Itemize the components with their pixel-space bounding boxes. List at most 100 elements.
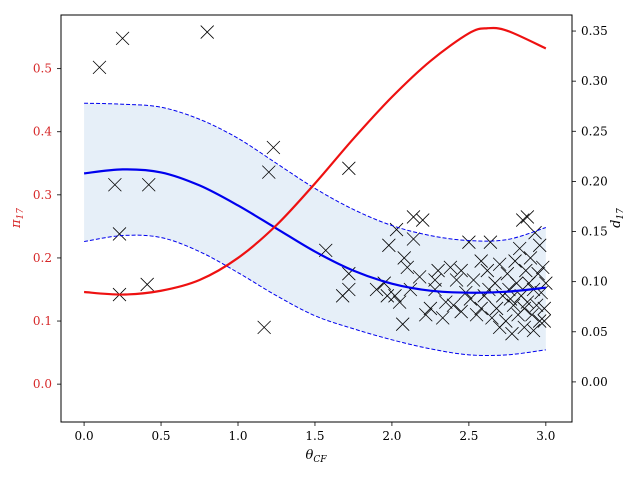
y-right-tick-label-2: 0.10 [581, 275, 608, 289]
data-point-32 [439, 295, 453, 309]
data-point-52 [505, 326, 519, 341]
x-axis-label: θCF [306, 448, 328, 465]
y-left-tick-label-5: 0.5 [33, 62, 52, 76]
data-point-91 [463, 292, 478, 306]
y-left-tick-label-4: 0.4 [33, 125, 52, 139]
data-point-81 [446, 298, 461, 313]
data-point-40 [474, 254, 488, 268]
plot-area [83, 25, 553, 357]
data-point-16 [369, 282, 384, 297]
data-point-62 [520, 210, 535, 224]
data-point-83 [428, 273, 442, 287]
data-point-60 [517, 320, 532, 335]
plot-frame [60, 14, 573, 423]
data-point-14 [342, 282, 356, 297]
data-point-0 [92, 60, 107, 75]
data-point-4 [141, 177, 156, 192]
data-point-26 [415, 213, 430, 227]
data-point-25 [406, 232, 421, 246]
y-right-tick-label-6: 0.30 [581, 74, 608, 88]
data-point-63 [520, 295, 535, 309]
data-point-43 [483, 235, 498, 249]
data-point-51 [502, 282, 516, 297]
data-point-84 [403, 282, 418, 297]
data-point-90 [482, 282, 496, 297]
lower-bound-line [84, 234, 546, 357]
y-right-axis-label: d17 [609, 208, 626, 228]
data-point-7 [342, 161, 356, 176]
confidence-band [84, 103, 546, 356]
data-point-79 [474, 301, 488, 316]
data-point-85 [397, 251, 412, 265]
x-tick-label-3: 1.5 [305, 429, 324, 443]
x-tick-label-6: 3.0 [536, 429, 555, 443]
y-left-tick-label-3: 0.3 [33, 188, 52, 202]
y-left-tick-label-0: 0.0 [33, 377, 52, 391]
data-point-1 [115, 31, 130, 46]
data-point-53 [506, 298, 521, 313]
data-point-65 [523, 251, 538, 265]
data-point-5 [262, 165, 276, 179]
data-point-38 [466, 273, 481, 287]
data-point-10 [140, 277, 154, 292]
data-point-33 [443, 260, 458, 275]
data-point-31 [431, 263, 445, 278]
data-point-28 [418, 307, 433, 322]
x-tick-label-2: 1.0 [228, 429, 247, 443]
data-point-8 [112, 227, 127, 241]
data-point-24 [406, 210, 421, 224]
y-right-tick-label-3: 0.15 [581, 225, 608, 239]
data-point-87 [537, 314, 552, 328]
y-right-axis-label-sub: 17 [616, 208, 626, 220]
data-point-88 [517, 301, 532, 316]
y-right-tick-label-0: 0.00 [581, 375, 608, 389]
data-point-17 [377, 276, 392, 290]
x-tick-label-1: 0.5 [151, 429, 170, 443]
data-point-69 [529, 298, 544, 313]
data-point-11 [257, 320, 271, 335]
data-point-68 [528, 225, 542, 240]
data-point-66 [525, 307, 539, 322]
data-point-77 [526, 323, 541, 338]
data-point-74 [537, 301, 552, 316]
blue-curve [83, 168, 546, 294]
x-tick-label-4: 2.0 [382, 429, 401, 443]
data-point-34 [449, 273, 464, 287]
data-point-57 [512, 241, 527, 256]
data-point-39 [469, 307, 484, 322]
data-point-22 [395, 317, 410, 331]
y-right-tick-label-7: 0.35 [581, 24, 608, 38]
data-point-89 [503, 292, 518, 306]
x-axis-label-sub: CF [313, 455, 327, 465]
data-point-47 [492, 257, 507, 272]
data-point-71 [532, 314, 547, 328]
x-tick-label-5: 2.5 [459, 429, 478, 443]
data-point-23 [400, 260, 415, 275]
data-point-29 [423, 301, 438, 316]
y-right-tick-label-1: 0.05 [581, 325, 608, 339]
data-point-46 [489, 301, 504, 316]
data-point-21 [392, 295, 407, 309]
data-point-2 [200, 25, 215, 39]
y-left-tick-label-1: 0.1 [33, 314, 52, 328]
data-point-37 [462, 235, 476, 249]
data-point-6 [266, 140, 281, 155]
data-point-44 [485, 311, 499, 325]
data-point-55 [509, 276, 524, 290]
data-point-42 [480, 263, 495, 278]
axes: 0.0 0.5 1.0 1.5 2.0 2.5 3.0 0.0 0.1 0.2 0.3 0.4 0.5 0… [33, 14, 608, 443]
data-point-80 [454, 263, 468, 278]
data-point-30 [428, 282, 442, 297]
data-point-18 [382, 238, 396, 253]
y-right-tick-label-5: 0.25 [581, 124, 608, 138]
data-point-59 [515, 213, 530, 227]
data-point-35 [454, 304, 468, 319]
upper-bound-line [84, 102, 546, 242]
y-right-tick-label-4: 0.20 [581, 174, 608, 188]
data-point-61 [519, 263, 533, 278]
x-tick-label-0: 0.0 [75, 429, 94, 443]
data-point-76 [532, 238, 547, 253]
data-point-70 [531, 266, 545, 281]
data-point-73 [535, 260, 550, 275]
